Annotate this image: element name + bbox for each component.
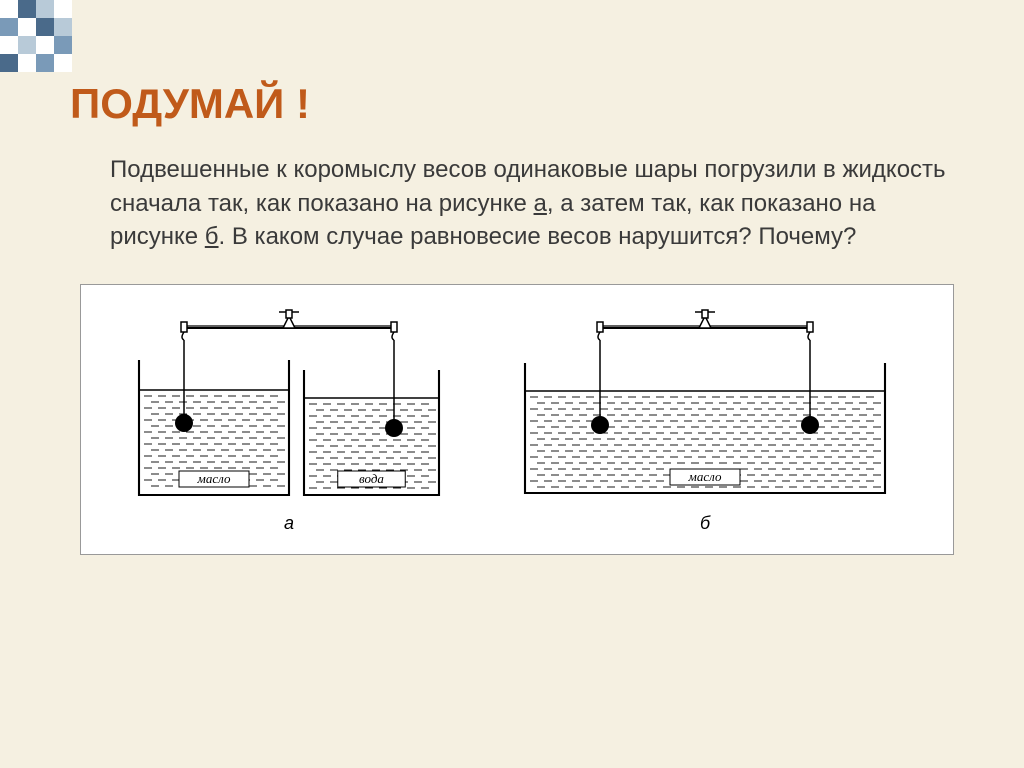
experiment-a-svg: масло вода xyxy=(119,305,459,505)
svg-text:масло: масло xyxy=(688,469,722,484)
problem-description: Подвешенные к коромыслу весов одинаковые… xyxy=(110,153,954,254)
desc-part3: . В каком случае равновесие весов наруши… xyxy=(219,223,857,250)
svg-text:масло: масло xyxy=(197,471,231,486)
experiment-a: масло вода а xyxy=(119,305,459,534)
experiment-b: масло б xyxy=(495,305,915,534)
main-content: ПОДУМАЙ ! Подвешенные к коромыслу весов … xyxy=(0,0,1024,595)
desc-link-a: а xyxy=(534,190,547,217)
experiment-b-svg: масло xyxy=(495,305,915,505)
svg-text:вода: вода xyxy=(359,471,384,486)
desc-link-b: б xyxy=(205,223,219,250)
page-title: ПОДУМАЙ ! xyxy=(70,80,954,128)
diagram-container: масло вода а масло б xyxy=(80,284,954,555)
experiment-b-label: б xyxy=(700,513,710,534)
experiment-a-label: а xyxy=(284,513,294,534)
